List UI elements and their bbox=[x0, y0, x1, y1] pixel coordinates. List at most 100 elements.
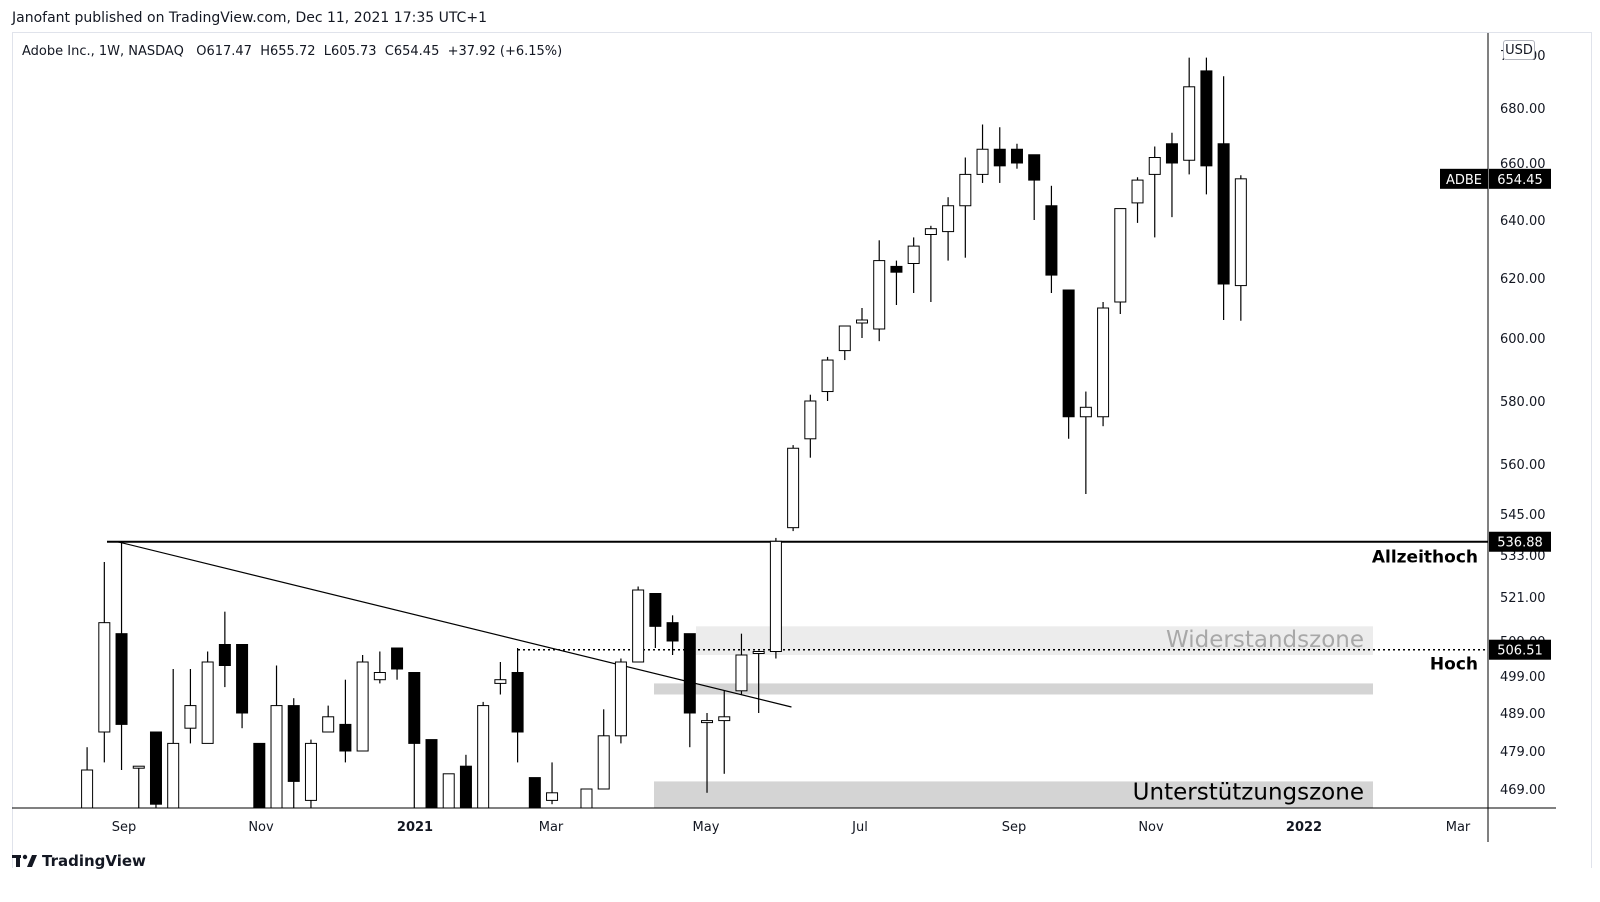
candle-body bbox=[769, 540, 782, 652]
candle-body bbox=[1148, 157, 1161, 175]
legend-open-label: O bbox=[196, 44, 207, 59]
x-tick-label: Nov bbox=[248, 820, 274, 835]
candle-body bbox=[649, 593, 662, 627]
legend-high: 655.72 bbox=[270, 44, 316, 59]
candle-body bbox=[597, 735, 610, 790]
candle-body bbox=[804, 400, 817, 440]
candle-body bbox=[391, 647, 404, 670]
last-price-symbol-text: ADBE bbox=[1446, 173, 1482, 188]
candle-body bbox=[218, 644, 231, 666]
legend-change: +37.92 (+6.15%) bbox=[447, 44, 563, 59]
labels-layer: 654.45 ADBE 536.88 506.51 Allzeithoch Hoch Wid… bbox=[1133, 168, 1551, 806]
candle-body bbox=[1045, 205, 1058, 276]
candle-body bbox=[666, 622, 679, 642]
y-tick-label: 489.00 bbox=[1500, 707, 1546, 722]
candle-body bbox=[322, 716, 335, 733]
candle-body bbox=[993, 148, 1006, 167]
legend-close: 654.45 bbox=[393, 44, 440, 59]
candle-body bbox=[718, 716, 731, 722]
chart-legend: Adobe Inc., 1W, NASDAQ O617.47 H655.72 L… bbox=[22, 44, 562, 59]
high-price-tag-box bbox=[1489, 639, 1551, 660]
last-price-symbol-box bbox=[1440, 168, 1488, 189]
legend-low-label: L bbox=[323, 44, 332, 59]
y-tick-label: 533.00 bbox=[1500, 549, 1546, 564]
candle-body bbox=[907, 245, 920, 265]
candle-body bbox=[408, 672, 421, 744]
candle-body bbox=[184, 705, 197, 729]
y-tick-label: 469.00 bbox=[1500, 783, 1546, 798]
candle-body bbox=[1079, 406, 1092, 418]
candle-body bbox=[132, 765, 145, 769]
candle-body bbox=[890, 265, 903, 273]
candle-body bbox=[81, 769, 94, 808]
tradingview-footer: TradingView bbox=[12, 852, 146, 870]
candle-body bbox=[1028, 154, 1041, 181]
ath-annotation: Allzeithoch bbox=[1372, 548, 1478, 568]
candle-body bbox=[287, 705, 300, 782]
candle-body bbox=[959, 173, 972, 207]
candle-body bbox=[201, 661, 214, 744]
candle-body bbox=[425, 739, 438, 808]
ath-price-tag-box bbox=[1489, 531, 1551, 552]
x-tick-label: 2021 bbox=[397, 820, 433, 835]
y-tick-label: 680.00 bbox=[1500, 102, 1546, 117]
candle-body bbox=[683, 633, 696, 714]
lines-layer bbox=[107, 540, 1488, 708]
candle-body bbox=[1097, 307, 1110, 418]
y-tick-label: 580.00 bbox=[1500, 395, 1546, 410]
x-tick-label: Sep bbox=[1002, 820, 1027, 835]
candles-layer bbox=[81, 57, 1247, 808]
zone-support bbox=[654, 781, 1373, 808]
y-tick-label: 560.00 bbox=[1500, 458, 1546, 473]
y-tick-label: 521.00 bbox=[1500, 591, 1546, 606]
last-price-tag-text: 654.45 bbox=[1497, 173, 1543, 188]
y-tick-label: 600.00 bbox=[1500, 332, 1546, 347]
zone-near-high bbox=[654, 683, 1373, 695]
x-tick-label: 2022 bbox=[1286, 820, 1322, 835]
y-tick-label: 620.00 bbox=[1500, 272, 1546, 287]
legend-open: 617.47 bbox=[206, 44, 252, 59]
legend-low: 605.73 bbox=[331, 44, 377, 59]
y-tick-label: 499.00 bbox=[1500, 670, 1546, 685]
axes-layer: 469.00479.00489.00499.00509.00521.00533.… bbox=[12, 33, 1556, 842]
y-tick-label: 545.00 bbox=[1500, 508, 1546, 523]
candle-body bbox=[511, 672, 524, 733]
candle-body bbox=[115, 633, 128, 725]
candle-body bbox=[149, 731, 162, 805]
high-annotation: Hoch bbox=[1430, 655, 1478, 675]
candle-body bbox=[856, 319, 868, 324]
candle-body bbox=[1131, 179, 1144, 204]
candle-body bbox=[976, 148, 989, 175]
resistance-zone-label: Widerstandszone bbox=[1166, 627, 1364, 653]
footer-brand: TradingView bbox=[42, 852, 146, 870]
y-tick-label: 479.00 bbox=[1500, 745, 1546, 760]
currency-button[interactable]: USD bbox=[1503, 40, 1535, 60]
y-tick-label: 660.00 bbox=[1500, 157, 1546, 172]
candle-body bbox=[632, 589, 645, 663]
candle-body bbox=[477, 705, 490, 808]
candle-body bbox=[942, 205, 955, 233]
candle-body bbox=[98, 622, 111, 733]
trendline bbox=[117, 541, 792, 708]
candle-body bbox=[1010, 148, 1023, 164]
chart-frame bbox=[12, 32, 1592, 868]
candle-body bbox=[546, 792, 559, 801]
candle-body bbox=[1183, 86, 1196, 161]
candle-body bbox=[1165, 143, 1178, 164]
candle-body bbox=[701, 720, 714, 724]
candle-body bbox=[339, 723, 352, 752]
legend-close-label: C bbox=[384, 44, 394, 59]
candle-body bbox=[838, 325, 851, 352]
candle-body bbox=[442, 773, 455, 808]
high-price-tag-text: 506.51 bbox=[1497, 644, 1543, 659]
candle-body bbox=[304, 742, 317, 801]
candle-body bbox=[735, 654, 748, 692]
candle-body bbox=[356, 661, 369, 752]
candle-body bbox=[1234, 178, 1247, 287]
candle-body bbox=[253, 742, 266, 808]
candle-body bbox=[752, 651, 765, 654]
x-tick-label: Mar bbox=[539, 820, 564, 835]
x-tick-label: May bbox=[693, 820, 720, 835]
candle-body bbox=[270, 705, 283, 808]
